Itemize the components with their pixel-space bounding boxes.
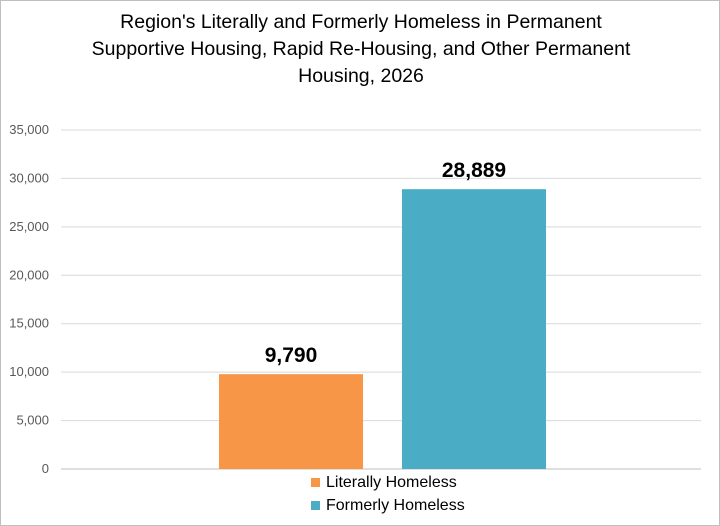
bar — [402, 189, 546, 470]
y-tick-label: 30,000 — [9, 170, 49, 185]
y-tick-label: 35,000 — [9, 122, 49, 137]
y-tick-label: 5,000 — [16, 413, 49, 428]
legend-swatch-formerly-homeless — [311, 501, 320, 510]
chart-title-line-3: Housing, 2026 — [298, 65, 424, 87]
legend-swatch-literally-homeless — [311, 478, 320, 487]
legend-label-formerly-homeless: Formerly Homeless — [326, 496, 465, 514]
bar — [219, 374, 363, 469]
y-tick-label: 25,000 — [9, 219, 49, 234]
chart-title: Region's Literally and Formerly Homeless… — [41, 9, 681, 90]
data-label: 28,889 — [442, 159, 506, 182]
y-tick-label: 0 — [42, 461, 49, 476]
chart-title-line-2: Supportive Housing, Rapid Re-Housing, an… — [91, 38, 631, 60]
y-tick-label: 20,000 — [9, 267, 49, 282]
legend-item-literally-homeless: Literally Homeless — [311, 471, 465, 494]
data-label: 9,790 — [265, 344, 318, 367]
legend-label-literally-homeless: Literally Homeless — [326, 473, 457, 491]
chart-legend: Literally Homeless Formerly Homeless — [311, 471, 465, 517]
y-tick-label: 10,000 — [9, 364, 49, 379]
y-tick-label: 15,000 — [9, 316, 49, 331]
legend-item-formerly-homeless: Formerly Homeless — [311, 494, 465, 517]
chart-title-line-1: Region's Literally and Formerly Homeless… — [120, 11, 602, 33]
